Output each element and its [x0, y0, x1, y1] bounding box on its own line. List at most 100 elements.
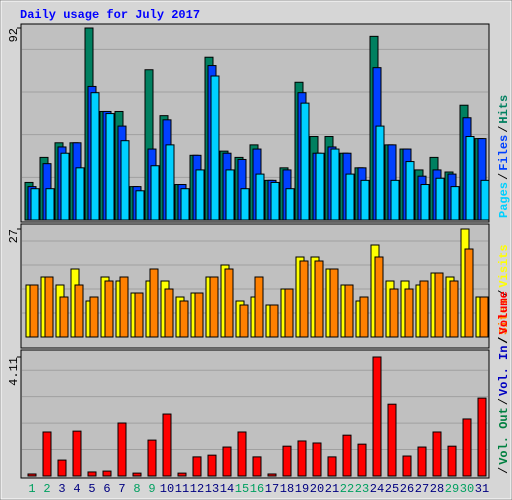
bar	[375, 125, 385, 221]
legend-entry: Vol. Out	[497, 407, 511, 465]
bar	[149, 268, 159, 338]
bar	[177, 472, 187, 477]
bar	[237, 431, 247, 477]
bar	[255, 173, 265, 221]
x-tick-label: 14	[220, 482, 234, 496]
bar	[419, 280, 429, 338]
x-tick-label: 13	[205, 482, 219, 496]
x-tick-label: 23	[355, 482, 369, 496]
bar	[434, 272, 444, 338]
bar	[60, 152, 70, 221]
bar	[357, 443, 367, 477]
bar	[389, 288, 399, 338]
bar	[72, 430, 82, 477]
bar	[329, 268, 339, 338]
legend-separator: /	[497, 398, 511, 405]
bar	[180, 188, 190, 221]
bar	[390, 179, 400, 221]
x-tick-label: 29	[445, 482, 459, 496]
x-tick-label: 21	[325, 482, 339, 496]
bar	[314, 260, 324, 338]
bar	[104, 280, 114, 338]
bar	[405, 161, 415, 221]
bar	[344, 284, 354, 338]
bar	[195, 169, 205, 221]
bar	[224, 268, 234, 338]
bar	[285, 188, 295, 221]
bar	[194, 292, 204, 338]
x-tick-label: 9	[148, 482, 155, 496]
bar	[477, 397, 487, 477]
bar	[465, 136, 475, 221]
bar	[404, 288, 414, 338]
bar	[462, 418, 472, 477]
bar	[27, 473, 37, 477]
bar	[150, 165, 160, 221]
bar	[269, 304, 279, 338]
bar	[29, 284, 39, 338]
x-tick-label: 3	[58, 482, 65, 496]
legend-entry: Visits	[497, 244, 511, 287]
x-tick-label: 17	[265, 482, 279, 496]
bar	[87, 471, 97, 477]
bar	[209, 276, 219, 338]
x-tick-label: 4	[73, 482, 80, 496]
bar	[132, 472, 142, 477]
bar	[210, 75, 220, 221]
bar	[57, 459, 67, 477]
x-tick-label: 22	[340, 482, 354, 496]
x-tick-label: 5	[88, 482, 95, 496]
bar	[75, 167, 85, 221]
legend-entry: Vol. In	[497, 346, 511, 396]
legend-entry: Pages	[497, 182, 511, 218]
legend-entry: Hits	[497, 95, 511, 124]
bar	[360, 179, 370, 221]
bar	[162, 413, 172, 477]
x-tick-label: 24	[370, 482, 384, 496]
bar	[284, 288, 294, 338]
x-tick-label: 11	[175, 482, 189, 496]
x-tick-label: 12	[190, 482, 204, 496]
bar	[417, 446, 427, 477]
x-tick-label: 20	[310, 482, 324, 496]
bar	[165, 144, 175, 221]
bar	[297, 440, 307, 477]
bar	[479, 296, 489, 338]
bar	[345, 173, 355, 221]
bar	[44, 276, 54, 338]
legend-separator: /	[497, 336, 511, 343]
bar	[134, 292, 144, 338]
x-tick-label: 7	[118, 482, 125, 496]
bar	[164, 288, 174, 338]
legend-separator: /	[497, 290, 511, 297]
legend: /Sites/Visits	[497, 244, 511, 344]
x-tick-label: 18	[280, 482, 294, 496]
bar	[299, 260, 309, 338]
x-tick-label: 6	[103, 482, 110, 496]
y-tick-label: 4.11	[7, 357, 21, 386]
bar	[192, 456, 202, 477]
bar	[282, 445, 292, 477]
legend-separator: /	[497, 173, 511, 180]
bar	[447, 445, 457, 477]
bar	[359, 296, 369, 338]
bar	[240, 188, 250, 221]
bar	[464, 248, 474, 338]
chart-title: Daily usage for July 2017	[20, 8, 200, 22]
legend-separator: /	[497, 126, 511, 133]
bar	[45, 188, 55, 221]
legend-entry: Sites	[497, 299, 511, 335]
bar	[147, 439, 157, 477]
x-tick-label: 31	[475, 482, 489, 496]
x-tick-label: 10	[160, 482, 174, 496]
y-tick-label: 92	[7, 28, 21, 42]
bar	[420, 184, 430, 221]
bar	[315, 152, 325, 221]
x-tick-label: 15	[235, 482, 249, 496]
x-tick-label: 16	[250, 482, 264, 496]
bar	[239, 304, 249, 338]
bar	[59, 296, 69, 338]
x-tick-label: 26	[400, 482, 414, 496]
bar	[270, 181, 280, 221]
